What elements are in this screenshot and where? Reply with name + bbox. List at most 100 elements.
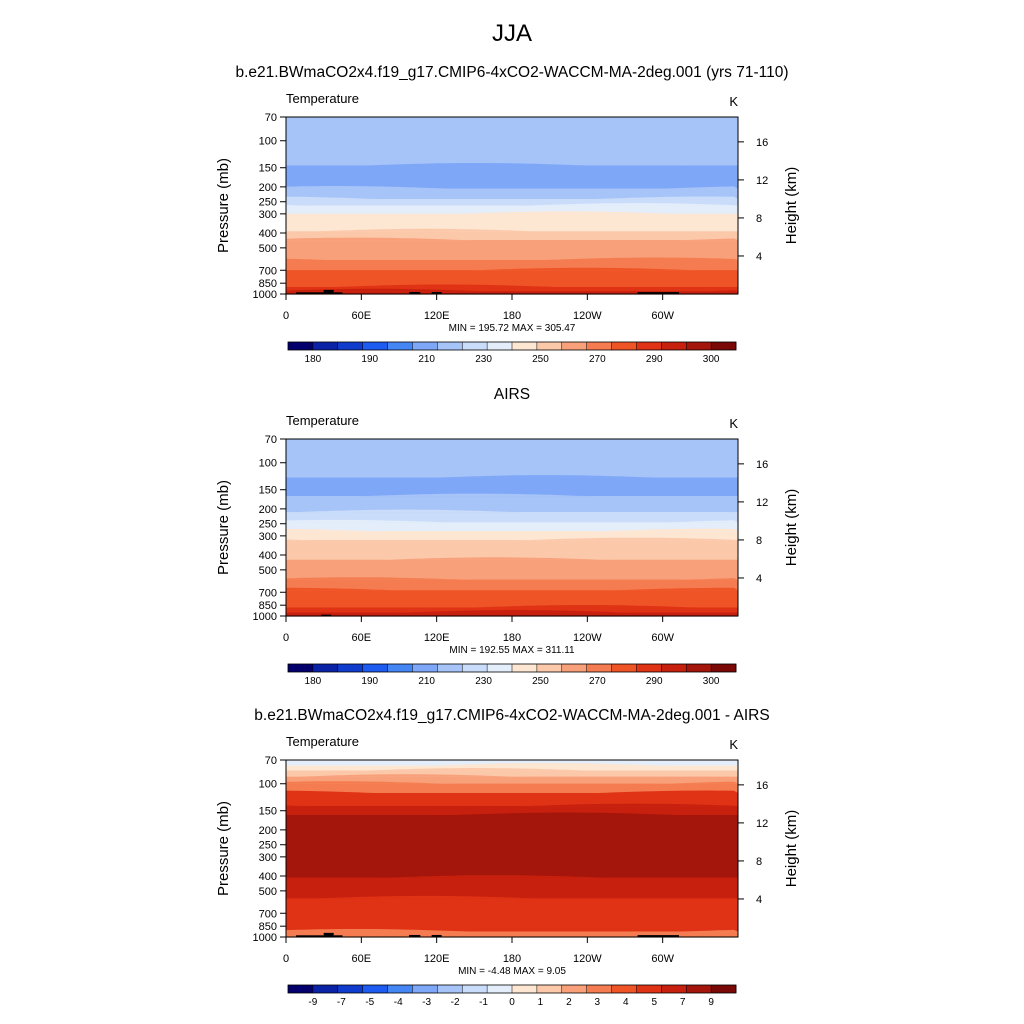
contour-band xyxy=(286,770,738,778)
colorbar-swatch xyxy=(636,664,662,672)
colorbar-swatch xyxy=(487,342,513,350)
contour-band xyxy=(286,877,738,900)
y-right-tick-label: 4 xyxy=(756,894,762,906)
colorbar-swatch xyxy=(288,985,314,993)
contour-edge xyxy=(286,267,738,273)
contour-edge xyxy=(286,203,738,209)
contour-edge xyxy=(286,768,738,773)
contour-edge xyxy=(286,186,738,191)
contour-band xyxy=(286,477,738,497)
colorbar-label: 270 xyxy=(589,354,606,365)
x-tick-label: 120E xyxy=(424,632,450,644)
contour-edge xyxy=(286,587,738,593)
colorbar-swatch xyxy=(711,664,737,672)
subtitle-top: b.e21.BWmaCO2x4.f19_g17.CMIP6-4xCO2-WACC… xyxy=(235,64,789,81)
colorbar-swatch xyxy=(586,985,612,993)
y-tick-label: 250 xyxy=(259,519,277,531)
y-tick-label: 100 xyxy=(259,458,277,470)
colorbar-swatch xyxy=(561,342,588,350)
x-tick-label: 60E xyxy=(352,310,372,322)
contour-band xyxy=(286,213,738,224)
colorbar-swatch xyxy=(437,664,463,672)
subtitle-mid: AIRS xyxy=(493,386,531,403)
colorbar-label: 190 xyxy=(361,354,378,365)
contour-band xyxy=(286,783,738,794)
colorbar-label: 3 xyxy=(595,997,601,1008)
colorbar-swatch xyxy=(561,985,588,993)
y-tick-label: 850 xyxy=(259,921,277,933)
colorbar-swatch xyxy=(412,664,438,672)
colorbar-swatch xyxy=(387,985,413,993)
y-tick-label: 500 xyxy=(259,243,277,255)
contour-edge xyxy=(286,284,738,290)
contour-edge xyxy=(286,237,738,243)
x-tick-label: 60E xyxy=(352,953,372,965)
colorbar-label: 2 xyxy=(566,997,572,1008)
contour-band xyxy=(286,177,738,190)
panel-variable-label: Temperature xyxy=(286,413,359,428)
x-tick-label: 0 xyxy=(283,632,289,644)
colorbar-label: 250 xyxy=(532,676,549,687)
contour-edge xyxy=(286,276,738,282)
contour-edge xyxy=(286,196,738,202)
colorbar-label: 4 xyxy=(623,997,629,1008)
y-tick-label: 300 xyxy=(259,852,277,864)
x-tick-label: 120W xyxy=(573,632,602,644)
colorbar-label: -4 xyxy=(394,997,403,1008)
y-axis-title: Pressure (mb) xyxy=(215,480,232,575)
y-tick-label: 500 xyxy=(259,565,277,577)
colorbar-swatch xyxy=(661,664,687,672)
y-tick-label: 100 xyxy=(259,779,277,791)
contour-edge xyxy=(286,763,738,768)
y-right-axis-title: Height (km) xyxy=(783,489,800,567)
colorbar-swatch xyxy=(512,342,538,350)
colorbar-label: 290 xyxy=(646,354,663,365)
y-tick-label: 850 xyxy=(259,278,277,290)
x-tick-label: 180 xyxy=(503,632,521,644)
y-tick-label: 70 xyxy=(265,755,277,767)
x-tick-label: 0 xyxy=(283,310,289,322)
y-tick-label: 1000 xyxy=(253,611,277,623)
x-tick-label: 60W xyxy=(651,953,674,965)
y-tick-label: 400 xyxy=(259,550,277,562)
colorbar-label: 210 xyxy=(418,354,435,365)
y-tick-label: 300 xyxy=(259,531,277,543)
colorbar-label: -5 xyxy=(365,997,374,1008)
y-tick-label: 1000 xyxy=(253,289,277,301)
colorbar-swatch xyxy=(711,342,737,350)
figure-title: JJA xyxy=(491,20,532,47)
colorbar-swatch xyxy=(288,664,314,672)
contour-edge xyxy=(286,929,738,934)
colorbar-label: 290 xyxy=(646,676,663,687)
contour-edge xyxy=(286,774,738,780)
topography-mask xyxy=(333,935,343,937)
y-right-tick-label: 12 xyxy=(756,497,768,509)
contour-edge xyxy=(286,220,738,226)
contour-band xyxy=(286,590,738,601)
contour-edge xyxy=(286,211,738,217)
contour-band xyxy=(286,250,738,261)
topography-mask xyxy=(321,614,332,616)
colorbar-swatch xyxy=(512,664,538,672)
contour-edge xyxy=(286,610,738,616)
colorbar-swatch xyxy=(337,985,364,993)
colorbar-swatch xyxy=(362,985,388,993)
y-tick-label: 400 xyxy=(259,228,277,240)
contour-band xyxy=(286,760,738,767)
y-tick-label: 700 xyxy=(259,908,277,920)
colorbar-swatch xyxy=(437,985,463,993)
contour-edge xyxy=(286,150,738,156)
contour-edge xyxy=(286,547,738,553)
contour-band xyxy=(286,540,738,551)
contour-band xyxy=(286,776,738,785)
y-tick-label: 400 xyxy=(259,871,277,883)
contour-edge xyxy=(286,557,738,563)
colorbar-label: 5 xyxy=(651,997,657,1008)
contour-band xyxy=(286,205,738,215)
y-tick-label: 250 xyxy=(259,840,277,852)
colorbar-swatch xyxy=(462,342,488,350)
contour-band xyxy=(286,199,738,207)
contour-band xyxy=(286,291,738,295)
x-tick-label: 120W xyxy=(573,953,602,965)
